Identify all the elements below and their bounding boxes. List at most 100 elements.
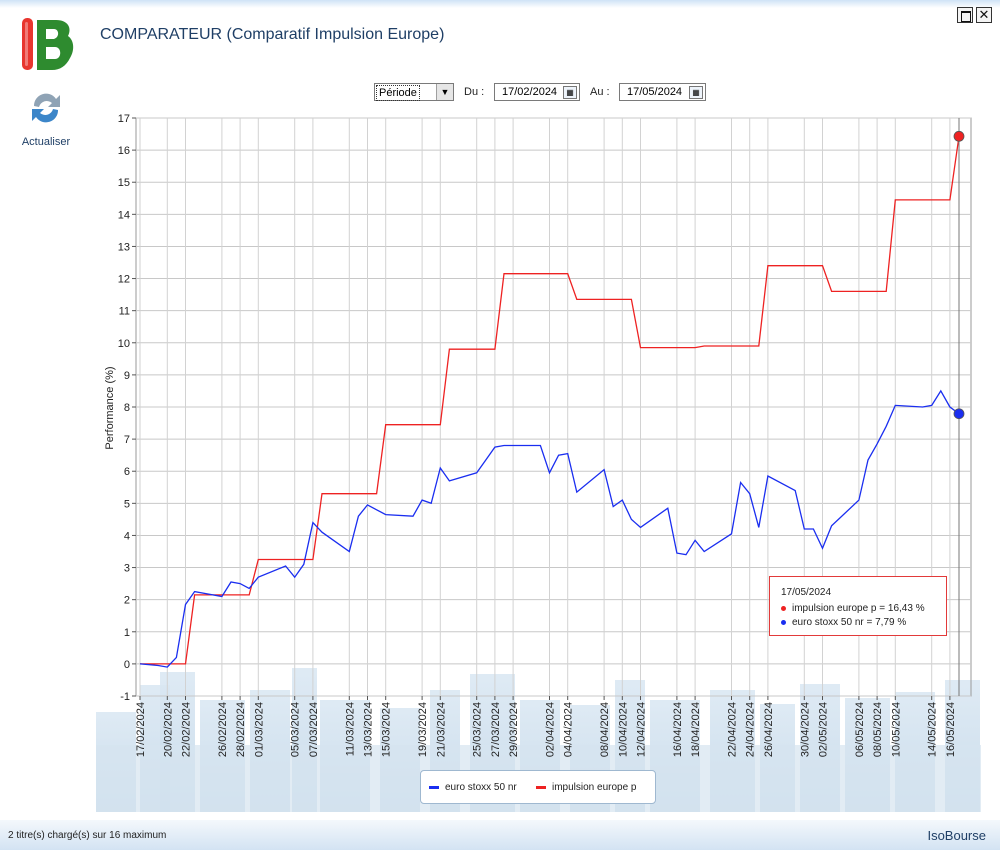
tooltip-line-2: euro stoxx 50 nr = 7,79 % [792,617,907,628]
y-axis-label: Performance (%) [104,366,116,449]
x-tick-label: 06/05/2024 [854,702,866,757]
x-tick-label: 08/05/2024 [872,702,884,757]
marker-point-euro-stoxx-50-nr [953,408,965,420]
x-tick-label: 08/04/2024 [599,702,611,757]
period-select-value: Période [376,85,420,101]
blue-dot-icon [781,619,786,625]
x-tick-label: 22/02/2024 [181,702,193,757]
to-label: Au : [590,86,610,98]
x-tick-label: 02/04/2024 [545,702,557,757]
x-tick-label: 19/03/2024 [417,702,429,757]
y-tick-label: 11 [119,306,130,318]
y-tick-label: 13 [118,241,130,253]
y-tick-label: 4 [124,530,130,542]
x-tick-label: 16/04/2024 [672,702,684,757]
x-tick-label: 07/03/2024 [308,702,320,757]
x-tick-label: 10/05/2024 [890,702,902,757]
window-controls: ✕ [957,7,992,23]
chevron-down-icon[interactable]: ▼ [436,84,453,100]
restore-icon [961,11,971,22]
x-axis-ticks: 17/02/2024 20/02/2024 22/02/2024 26/02/2024… [135,696,957,757]
y-tick-label: 14 [118,209,130,221]
series-line-impulsion-europe-p [140,136,960,665]
x-tick-label: 29/03/2024 [508,702,520,757]
chart-markers [953,118,965,696]
x-tick-label: 20/02/2024 [162,702,174,757]
to-date-value: 17/05/2024 [627,86,683,98]
y-tick-label: 7 [124,434,130,446]
brand-label: IsoBourse [927,828,986,843]
refresh-label: Actualiser [21,136,71,148]
legend-swatch-red [536,785,546,789]
isobourse-logo [22,18,74,70]
x-tick-label: 10/04/2024 [617,702,629,757]
x-tick-label: 30/04/2024 [799,702,811,757]
tooltip-line-1: impulsion europe p = 16,43 % [792,603,925,614]
period-select[interactable]: Période ▼ [374,83,454,101]
y-tick-label: 15 [118,177,130,189]
tooltip-row-red: impulsion europe p = 16,43 % [781,603,925,614]
x-tick-label: 26/02/2024 [217,702,229,757]
from-label: Du : [464,86,485,98]
y-tick-label: 6 [124,466,130,478]
legend-item-euro-stoxx[interactable]: euro stoxx 50 nr [429,782,517,793]
y-tick-label: 0 [124,659,130,671]
x-tick-label: 02/05/2024 [818,702,830,757]
x-tick-label: 21/03/2024 [435,702,447,757]
page-title: COMPARATEUR (Comparatif Impulsion Europe… [100,26,445,43]
x-tick-label: 01/03/2024 [253,702,265,757]
y-tick-label: -1 [120,691,130,703]
legend-label-2: impulsion europe p [552,782,637,793]
series-line-euro-stoxx-50-nr [139,389,960,668]
red-dot-icon [781,605,786,611]
status-text: 2 titre(s) chargé(s) sur 16 maximum [8,830,167,841]
x-tick-label: 11/03/2024 [344,702,356,756]
legend-label-1: euro stoxx 50 nr [445,782,517,793]
calendar-icon[interactable]: ▦ [689,86,703,99]
y-tick-label: 17 [118,113,130,125]
x-tick-label: 05/03/2024 [290,702,302,757]
y-tick-label: 5 [124,498,130,510]
y-tick-label: 8 [124,402,130,414]
status-bar [0,820,1000,850]
from-date-field[interactable]: 17/02/2024 ▦ [494,83,580,101]
to-date-field[interactable]: 17/05/2024 ▦ [619,83,706,101]
chart-tooltip: 17/05/2024 impulsion europe p = 16,43 % … [769,576,947,636]
x-tick-label: 12/04/2024 [636,702,648,757]
x-tick-label: 22/04/2024 [727,702,739,757]
close-button[interactable]: ✕ [976,7,992,23]
x-tick-label: 15/03/2024 [381,702,393,757]
chart-legend: euro stoxx 50 nr impulsion europe p [420,770,656,804]
y-tick-label: 2 [124,595,130,607]
x-tick-label: 13/03/2024 [363,702,375,757]
marker-point-impulsion-europe-p [953,130,965,142]
y-tick-label: 16 [118,145,130,157]
window-top-strip [0,0,1000,8]
y-tick-label: 1 [124,627,130,639]
chart-grid [135,117,972,697]
x-tick-label: 17/02/2024 [135,702,147,757]
x-tick-label: 27/03/2024 [490,702,502,757]
legend-item-impulsion[interactable]: impulsion europe p [536,782,637,793]
x-tick-label: 24/04/2024 [745,702,757,757]
chart-series [139,136,960,668]
x-tick-label: 16/05/2024 [945,702,957,757]
from-date-value: 17/02/2024 [502,86,558,98]
tooltip-row-blue: euro stoxx 50 nr = 7,79 % [781,617,906,628]
x-tick-label: 18/04/2024 [690,702,702,757]
x-tick-label: 26/04/2024 [763,702,775,757]
y-tick-label: 3 [124,563,130,575]
y-tick-label: 10 [118,338,130,350]
calendar-icon[interactable]: ▦ [563,86,577,99]
legend-swatch-blue [429,785,439,789]
restore-button[interactable] [957,7,973,23]
refresh-icon [32,93,60,123]
y-tick-label: 9 [124,370,130,382]
x-tick-label: 28/02/2024 [235,702,247,757]
x-tick-label: 14/05/2024 [927,702,939,757]
y-tick-label: 12 [118,274,130,286]
tooltip-date: 17/05/2024 [781,587,832,598]
x-tick-label: 25/03/2024 [472,702,484,757]
